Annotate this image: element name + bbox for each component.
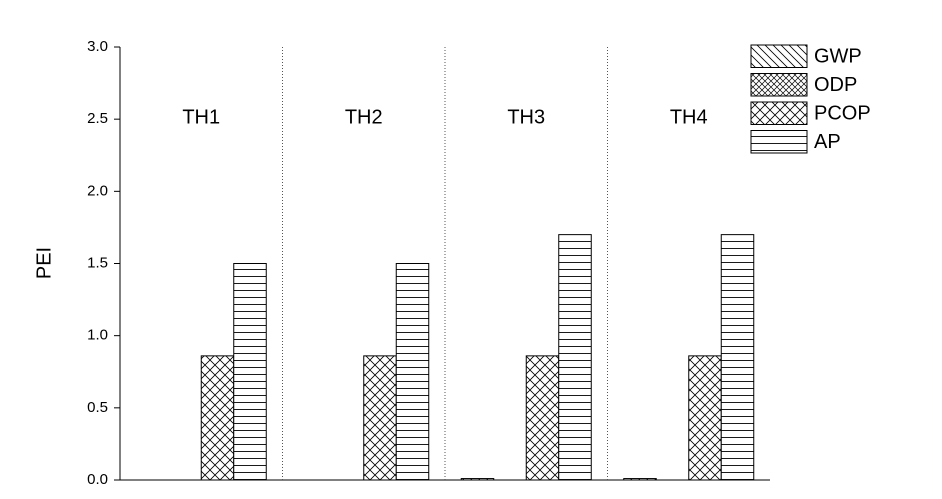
legend-swatch [750,101,808,125]
y-tick-label: 1.0 [87,327,108,344]
bar [525,355,560,481]
group-label: TH1 [182,106,220,128]
legend-swatch [750,130,808,154]
bar [623,478,657,481]
y-tick-label: 1.5 [87,254,108,271]
legend-swatch [750,44,808,68]
legend-label: AP [814,131,841,153]
group-label: TH4 [670,106,708,128]
bar [688,355,722,481]
legend-label: GWP [814,46,862,68]
bar [200,355,235,481]
bar [395,263,430,481]
y-tick-label: 2.5 [87,110,108,127]
legend-label: ODP [814,74,857,96]
group-label: TH3 [507,106,545,128]
legend-label: PCOP [814,103,871,125]
bar [460,478,495,481]
y-tick-label: 3.0 [87,38,108,55]
y-tick-label: 0.5 [87,399,108,416]
bar [363,355,397,481]
legend: GWP ODP PCOP AP [748,42,888,156]
legend-swatch [750,73,808,97]
y-axis-label: PEI [33,247,55,279]
group-label: TH2 [345,106,383,128]
bar [558,234,592,481]
y-tick-label: 2.0 [87,182,108,199]
bar [720,234,755,481]
bar [233,263,267,481]
y-tick-label: 0.0 [87,471,108,488]
